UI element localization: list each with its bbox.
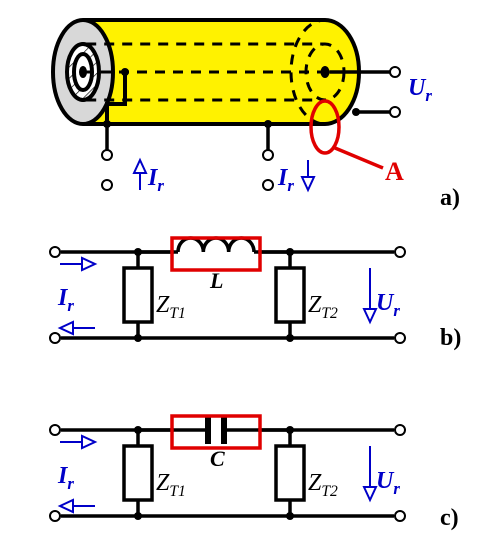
- node: [286, 334, 294, 342]
- terminal: [50, 425, 60, 435]
- terminal: [395, 425, 405, 435]
- component-label: C: [210, 446, 225, 471]
- node: [286, 248, 294, 256]
- terminal: [102, 150, 112, 160]
- callout-leader: [335, 148, 383, 168]
- diagram-svg: Ir Ir Ur Aa) ZT1 ZT2 L Ir Ur b) ZT1 ZT2 C Ir Ur c): [0, 0, 503, 551]
- label-Ur: Ur: [408, 75, 432, 105]
- arrow-Ir-up: [134, 160, 146, 190]
- arrow-Ir-in: [60, 436, 95, 448]
- impedance-ZT2-label: ZT2: [308, 470, 338, 500]
- panel-label-a: a): [440, 185, 460, 211]
- impedance-ZT1: [124, 268, 152, 322]
- impedance-ZT1-label: ZT1: [156, 470, 186, 500]
- terminal: [50, 333, 60, 343]
- node: [352, 108, 360, 116]
- terminal: [263, 150, 273, 160]
- terminal: [102, 180, 112, 190]
- label-Ir: Ir: [57, 463, 74, 493]
- label-Ur: Ur: [376, 468, 400, 498]
- arrow-Ir-down: [302, 160, 314, 190]
- terminal: [390, 107, 400, 117]
- terminal: [395, 247, 405, 257]
- node: [286, 426, 294, 434]
- arrow-Ur: [364, 446, 376, 500]
- arrow-Ir-out: [60, 500, 95, 512]
- node: [134, 334, 142, 342]
- impedance-ZT1-label: ZT1: [156, 292, 186, 322]
- terminal: [50, 247, 60, 257]
- label-Ur: Ur: [376, 290, 400, 320]
- node: [121, 68, 129, 76]
- component-label: L: [209, 268, 223, 293]
- impedance-ZT1: [124, 446, 152, 500]
- node: [134, 426, 142, 434]
- right-core: [321, 66, 330, 78]
- arrow-Ir-in: [60, 258, 95, 270]
- label-Ir: Ir: [57, 285, 74, 315]
- terminal: [263, 180, 273, 190]
- node: [134, 512, 142, 520]
- terminal: [395, 511, 405, 521]
- node: [264, 120, 272, 128]
- terminal: [50, 511, 60, 521]
- impedance-ZT2: [276, 268, 304, 322]
- impedance-ZT2-label: ZT2: [308, 292, 338, 322]
- terminal: [390, 67, 400, 77]
- impedance-ZT2: [276, 446, 304, 500]
- label-Ir: Ir: [277, 165, 294, 195]
- panel-label-c: c): [440, 505, 459, 531]
- panel-label-b: b): [440, 325, 461, 351]
- arrow-Ur: [364, 268, 376, 322]
- label-Ir: Ir: [147, 165, 164, 195]
- label-A: A: [385, 157, 404, 186]
- panel-b-circuit: ZT1 ZT2: [61, 238, 394, 338]
- terminal: [395, 333, 405, 343]
- panel-c-circuit: ZT1 ZT2: [61, 416, 394, 516]
- node: [134, 248, 142, 256]
- node: [103, 120, 111, 128]
- arrow-Ir-out: [60, 322, 95, 334]
- node: [286, 512, 294, 520]
